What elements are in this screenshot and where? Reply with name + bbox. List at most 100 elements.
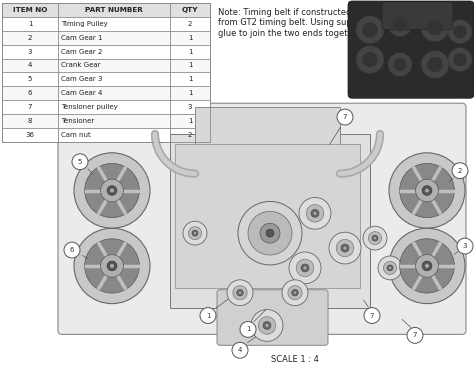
Circle shape [74, 228, 150, 304]
Bar [2, 31, 210, 45]
Circle shape [400, 239, 455, 293]
Circle shape [240, 321, 256, 337]
Text: 5: 5 [78, 159, 82, 165]
Circle shape [336, 239, 354, 257]
Text: Cam Gear 4: Cam Gear 4 [61, 90, 102, 96]
Circle shape [389, 228, 465, 304]
Text: 2: 2 [188, 132, 192, 138]
Circle shape [194, 232, 196, 234]
Circle shape [337, 109, 353, 125]
Circle shape [425, 264, 429, 268]
Text: 2: 2 [188, 21, 192, 27]
Circle shape [266, 229, 274, 237]
Circle shape [407, 328, 423, 343]
Text: Tensioner pulley: Tensioner pulley [61, 104, 118, 110]
Bar [2, 86, 210, 100]
Bar [2, 100, 210, 114]
Circle shape [288, 285, 302, 300]
Circle shape [100, 255, 123, 277]
Circle shape [363, 226, 387, 250]
Text: 7: 7 [370, 313, 374, 318]
Circle shape [72, 154, 88, 170]
FancyBboxPatch shape [217, 290, 328, 345]
Circle shape [448, 48, 472, 71]
Circle shape [303, 266, 307, 269]
Circle shape [374, 237, 376, 239]
Text: 4: 4 [238, 347, 242, 353]
Text: Cam Gear 3: Cam Gear 3 [61, 76, 102, 82]
Circle shape [388, 53, 412, 76]
Text: 5: 5 [28, 76, 32, 82]
Bar [2, 72, 210, 86]
Text: 1: 1 [28, 21, 32, 27]
Bar [195, 107, 340, 167]
Circle shape [100, 179, 123, 202]
Circle shape [109, 188, 114, 193]
Circle shape [183, 221, 207, 245]
Text: 1: 1 [188, 49, 192, 55]
Circle shape [389, 267, 391, 269]
Circle shape [251, 310, 283, 341]
Text: 36: 36 [26, 132, 35, 138]
Circle shape [389, 153, 465, 228]
Text: ITEM NO: ITEM NO [13, 7, 47, 13]
Circle shape [311, 209, 319, 217]
Text: 2: 2 [458, 168, 462, 173]
Circle shape [238, 201, 302, 265]
Text: 7: 7 [413, 332, 417, 339]
Text: 1: 1 [188, 35, 192, 41]
Bar [2, 114, 210, 128]
Circle shape [289, 252, 321, 284]
Circle shape [74, 153, 150, 228]
Circle shape [341, 244, 349, 252]
Text: 3: 3 [188, 104, 192, 110]
Circle shape [421, 51, 449, 78]
FancyBboxPatch shape [348, 1, 474, 98]
Text: 8: 8 [28, 118, 32, 124]
Text: PART NUMBER: PART NUMBER [85, 7, 143, 13]
Circle shape [258, 317, 276, 334]
Text: 7: 7 [343, 114, 347, 120]
Circle shape [422, 186, 432, 195]
Circle shape [188, 227, 201, 240]
Text: Cam Gear 2: Cam Gear 2 [61, 49, 102, 55]
Circle shape [282, 280, 308, 306]
Text: 3: 3 [463, 243, 467, 249]
Circle shape [64, 242, 80, 258]
Circle shape [364, 307, 380, 324]
Circle shape [306, 205, 324, 222]
Circle shape [232, 342, 248, 358]
Circle shape [448, 20, 472, 44]
Bar [170, 134, 370, 307]
Circle shape [394, 19, 406, 31]
Circle shape [85, 163, 139, 218]
Text: 7: 7 [28, 104, 32, 110]
Circle shape [343, 246, 346, 250]
Circle shape [428, 21, 442, 35]
Circle shape [363, 23, 377, 37]
Text: Tensioner: Tensioner [61, 118, 94, 124]
Text: Note: Timing belt if constructed
from GT2 timing belt. Using super
glue to join : Note: Timing belt if constructed from GT… [218, 8, 364, 38]
Circle shape [356, 46, 384, 74]
Circle shape [237, 290, 243, 296]
Text: 1: 1 [206, 313, 210, 318]
Text: 3: 3 [28, 49, 32, 55]
Text: Timing Pulley: Timing Pulley [61, 21, 108, 27]
Circle shape [416, 179, 438, 202]
Circle shape [400, 163, 455, 218]
Circle shape [263, 321, 271, 329]
Circle shape [378, 256, 402, 280]
Circle shape [457, 238, 473, 254]
Bar [2, 59, 210, 72]
Circle shape [454, 26, 466, 38]
Circle shape [372, 235, 378, 241]
Text: 2: 2 [28, 35, 32, 41]
Circle shape [292, 290, 298, 296]
Text: 1: 1 [188, 76, 192, 82]
Circle shape [383, 261, 397, 274]
Circle shape [387, 265, 393, 271]
Circle shape [454, 53, 466, 66]
Text: 1: 1 [188, 118, 192, 124]
Circle shape [301, 264, 309, 272]
Circle shape [233, 285, 247, 300]
